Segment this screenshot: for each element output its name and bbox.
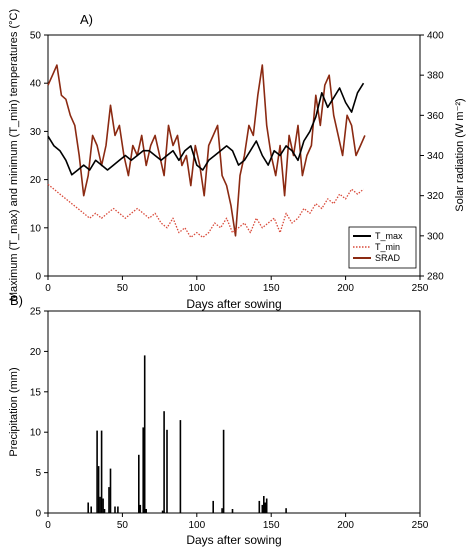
precip-bar xyxy=(222,429,225,513)
panel-a-y2tick-label: 360 xyxy=(427,111,444,122)
panel-a-ytick-label: 30 xyxy=(30,127,42,138)
panel-b-xtick-label: 250 xyxy=(412,520,429,531)
precip-bar xyxy=(163,411,165,513)
precip-bar xyxy=(212,500,214,513)
panel-a-xtick-label: 150 xyxy=(263,283,280,294)
panel-a-y2tick-label: 300 xyxy=(427,231,444,242)
precip-bar xyxy=(117,506,119,513)
panel-a-y2tick-label: 400 xyxy=(427,31,444,42)
legend-label-srad: SRAD xyxy=(375,253,401,263)
panel-a-ytick-label: 20 xyxy=(30,175,42,186)
panel-b-ytick-label: 15 xyxy=(30,387,42,398)
panel-a-legend: T_max T_min SRAD xyxy=(348,226,417,269)
precip-bar xyxy=(99,496,101,513)
panel-a: A) 0 50 100 150 200 250 0 10 20 30 40 50 280 300 320 34… xyxy=(8,9,466,311)
panel-a-y2tick-label: 340 xyxy=(427,151,444,162)
series-line-t-min xyxy=(47,183,364,239)
panel-b-ytick-label: 10 xyxy=(30,428,42,439)
precip-bar xyxy=(103,509,106,513)
panel-b-xlabel: Days after sowing xyxy=(186,533,281,547)
precip-bar xyxy=(96,430,98,513)
precip-bar xyxy=(161,510,164,513)
panel-b-xtick-label: 50 xyxy=(117,520,129,531)
panel-a-y2tick-label: 280 xyxy=(427,272,444,283)
panel-a-xtick-label: 200 xyxy=(337,283,354,294)
precip-bar xyxy=(285,508,287,513)
precip-bar xyxy=(179,420,182,513)
precip-bar xyxy=(231,509,234,513)
precip-bar xyxy=(108,487,110,513)
panel-b-ytick-label: 5 xyxy=(35,468,41,479)
precip-bar xyxy=(145,509,147,513)
legend-label-tmin: T_min xyxy=(375,242,400,252)
panel-b-ytick-label: 20 xyxy=(30,347,42,358)
panel-a-xtick-label: 0 xyxy=(45,283,51,294)
panel-b-xtick-label: 100 xyxy=(188,520,205,531)
panel-a-xtick-label: 100 xyxy=(188,283,205,294)
precip-bar xyxy=(264,502,266,513)
precip-bar xyxy=(138,454,140,513)
panel-b-ytick-label: 0 xyxy=(35,509,41,520)
precip-bar xyxy=(263,496,265,513)
panel-a-label: A) xyxy=(80,12,93,27)
panel-b-frame xyxy=(47,310,421,514)
precip-bar xyxy=(114,506,116,513)
panel-b-ytick-label: 25 xyxy=(30,307,42,318)
precip-bar xyxy=(109,468,112,513)
precip-bar xyxy=(143,355,146,513)
precip-bar xyxy=(102,498,104,513)
panel-a-ylabel: Maximum (T_max) and minimum (T_min) temp… xyxy=(8,9,20,301)
panel-b-xtick-label: 150 xyxy=(263,520,280,531)
precip-bar xyxy=(221,508,223,513)
panel-a-xlabel: Days after sowing xyxy=(186,297,281,311)
panel-a-ytick-label: 0 xyxy=(35,272,41,283)
precip-bar xyxy=(87,502,89,513)
panel-a-ytick-label: 40 xyxy=(30,79,42,90)
precip-bar xyxy=(97,466,100,513)
precip-bar xyxy=(265,498,268,513)
series-line-t-max xyxy=(47,82,365,176)
panel-b-xtick-label: 0 xyxy=(45,520,51,531)
panel-b-ylabel: Precipitation (mm) xyxy=(8,367,20,456)
panel-a-ytick-label: 10 xyxy=(30,223,42,234)
panel-a-y2tick-label: 320 xyxy=(427,191,444,202)
panel-b-xtick-label: 200 xyxy=(337,520,354,531)
precip-bar xyxy=(142,427,144,513)
precip-bar xyxy=(166,429,168,513)
panel-a-y2tick-label: 380 xyxy=(427,71,444,82)
precip-bar xyxy=(261,504,264,513)
panel-a-ytick-label: 50 xyxy=(30,31,42,42)
precip-bar xyxy=(90,506,92,513)
panel-a-xtick-label: 50 xyxy=(117,283,129,294)
series-line-srad xyxy=(47,64,366,237)
precip-bar xyxy=(258,500,261,513)
panel-b: B) 0 50 100 150 200 250 0 5 10 15 20 25 Days after … xyxy=(8,293,429,547)
precip-bar xyxy=(100,430,103,513)
precip-bar xyxy=(139,504,142,513)
panel-a-y2label: Solar radiation (W m⁻²) xyxy=(454,98,466,211)
panel-b-label: B) xyxy=(10,293,23,308)
legend-label-tmax: T_max xyxy=(375,231,403,241)
panel-a-xtick-label: 250 xyxy=(412,283,429,294)
